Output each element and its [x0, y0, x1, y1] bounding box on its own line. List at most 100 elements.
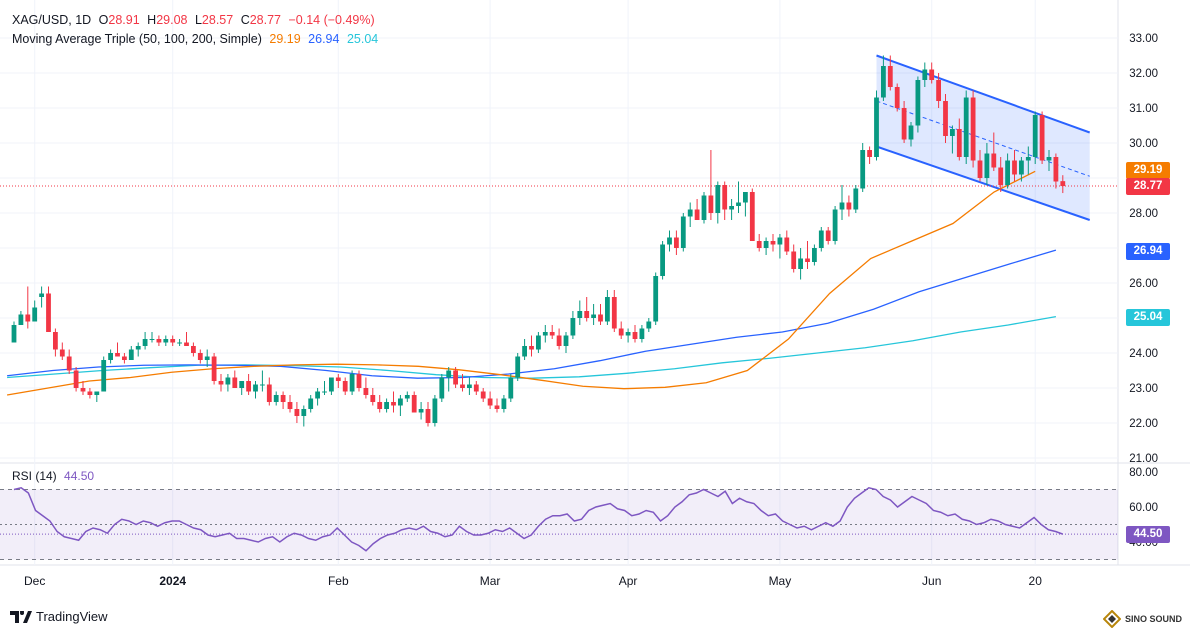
candle-down: [784, 237, 790, 252]
candle-down: [170, 339, 176, 343]
ma-label: Moving Average Triple (50, 100, 200, Sim…: [12, 32, 262, 46]
candle-down: [53, 332, 58, 350]
candle-down: [894, 87, 900, 108]
candle-up: [667, 237, 672, 245]
rsi-value: 44.50: [64, 469, 95, 483]
candle-down: [280, 395, 286, 402]
candle-up: [1046, 157, 1052, 161]
candle-down: [494, 405, 500, 409]
candle-down: [46, 293, 51, 332]
candle-down: [356, 374, 362, 388]
candle-down: [73, 370, 79, 388]
candle-down: [901, 108, 907, 140]
candle-up: [404, 395, 410, 399]
candle-up: [839, 202, 845, 210]
last-price-label: 28.77: [1126, 178, 1170, 195]
candle-down: [246, 381, 251, 392]
candle-up: [349, 374, 355, 392]
candle-down: [184, 342, 189, 346]
candle-up: [1032, 115, 1038, 157]
candle-down: [1012, 160, 1017, 175]
price-tick-label: 32.00: [1129, 68, 1158, 80]
candle-up: [501, 398, 507, 409]
candle-up: [163, 339, 169, 343]
rsi-tick-label: 60.00: [1129, 502, 1158, 514]
candle-down: [529, 346, 534, 350]
candle-down: [80, 388, 86, 392]
ma50-price-label: 29.19: [1126, 162, 1170, 179]
ma100-price-label: 26.94: [1126, 243, 1170, 260]
channel-mid-line: [876, 100, 1090, 177]
candle-up: [1019, 160, 1024, 175]
open-value: 28.91: [108, 13, 140, 27]
candle-up: [908, 125, 914, 140]
candle-up: [715, 185, 721, 213]
candle-up: [736, 202, 741, 206]
diamond-logo-icon: [1102, 610, 1121, 628]
candle-up: [777, 237, 783, 245]
candle-down: [460, 384, 465, 388]
candle-up: [94, 391, 100, 395]
candle-up: [625, 332, 631, 336]
candle-up: [432, 398, 438, 423]
candle-down: [970, 97, 976, 161]
high-label: H: [147, 13, 157, 27]
candle-up: [915, 80, 921, 126]
candle-down: [1060, 181, 1066, 187]
watermark: SINO SOUND: [1102, 610, 1182, 628]
candle-up: [11, 325, 17, 343]
time-tick-label: Dec: [24, 574, 45, 588]
candle-down: [391, 402, 396, 406]
candle-up: [253, 384, 258, 392]
candle-down: [1039, 115, 1045, 161]
candle-down: [335, 377, 341, 381]
candle-up: [149, 339, 155, 340]
candle-up: [763, 241, 769, 248]
candle-up: [818, 230, 824, 248]
candle-up: [315, 391, 320, 399]
candle-up: [605, 297, 610, 322]
rsi-price-label: 44.50: [1126, 526, 1170, 543]
candle-up: [508, 377, 514, 399]
candle-up: [984, 153, 990, 178]
candle-down: [956, 129, 962, 157]
candle-up: [308, 398, 314, 409]
time-tick-label: Apr: [619, 574, 638, 588]
candle-down: [991, 153, 997, 168]
rsi-tick-label: 80.00: [1129, 467, 1158, 479]
high-value: 29.08: [156, 13, 188, 27]
ma100-value: 26.94: [308, 32, 340, 46]
tradingview-logo[interactable]: TradingView: [10, 609, 108, 624]
candle-up: [542, 332, 548, 336]
candle-down: [411, 395, 417, 413]
time-tick-label: Jun: [922, 574, 941, 588]
candle-down: [749, 192, 755, 241]
candle-down: [611, 297, 617, 329]
candle-down: [156, 339, 162, 343]
candle-down: [287, 402, 293, 409]
rsi-line: [13, 486, 1064, 552]
price-tick-label: 22.00: [1129, 418, 1158, 430]
candle-down: [122, 356, 127, 360]
candle-up: [446, 370, 452, 378]
candle-up: [301, 409, 307, 416]
candle-up: [798, 258, 803, 269]
time-tick-label: 20: [1029, 574, 1043, 588]
change-value: −0.14 (−0.49%): [288, 13, 375, 27]
candle-down: [598, 314, 603, 322]
symbol-label: XAG/USD, 1D: [12, 13, 92, 27]
candle-down: [87, 391, 93, 395]
tradingview-icon: [10, 610, 32, 623]
candle-up: [660, 244, 665, 276]
close-value: 28.77: [249, 13, 281, 27]
candle-down: [998, 167, 1004, 185]
ma50-value: 29.19: [269, 32, 301, 46]
candle-down: [936, 80, 941, 101]
candle-down: [342, 381, 348, 392]
candle-up: [260, 384, 265, 386]
candle-up: [322, 391, 327, 393]
candle-down: [929, 69, 935, 80]
candle-up: [922, 69, 928, 80]
candle-up: [1005, 160, 1010, 185]
